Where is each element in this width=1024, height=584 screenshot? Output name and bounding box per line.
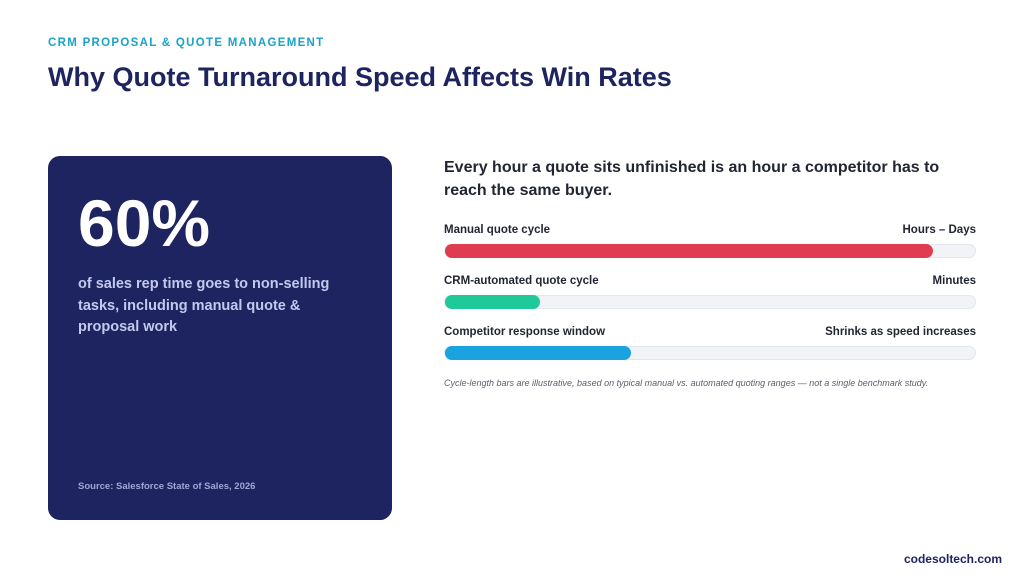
stat-source: Source: Salesforce State of Sales, 2026 xyxy=(78,481,256,492)
bar-label: Manual quote cycle xyxy=(444,224,551,236)
bar-track xyxy=(444,244,976,258)
comparison-headline: Every hour a quote sits unfinished is an… xyxy=(444,159,940,199)
bar-row-manual: Manual quote cycle Hours – Days xyxy=(444,224,976,258)
eyebrow-label: CRM PROPOSAL & QUOTE MANAGEMENT xyxy=(48,37,325,49)
bar-row-automated: CRM-automated quote cycle Minutes xyxy=(444,275,976,309)
footnote: Cycle-length bars are illustrative, base… xyxy=(444,378,929,388)
bar-value-text: Hours – Days xyxy=(902,224,976,236)
bar-track xyxy=(444,295,976,309)
page-title: Why Quote Turnaround Speed Affects Win R… xyxy=(48,62,672,92)
bar-label: Competitor response window xyxy=(444,326,606,338)
bar-value-text: Minutes xyxy=(932,275,976,287)
stat-value: 60% xyxy=(78,186,211,260)
stat-card: 60% of sales rep time goes to non-sellin… xyxy=(48,156,392,520)
comparison-panel: Every hour a quote sits unfinished is an… xyxy=(444,156,976,388)
bar-value-text: Shrinks as speed increases xyxy=(825,326,976,338)
brand-link[interactable]: codesoltech.com xyxy=(903,552,1002,566)
stat-description: of sales rep time goes to non-selling ta… xyxy=(78,276,330,335)
bar-track xyxy=(444,346,976,360)
bar-fill xyxy=(445,295,541,309)
bar-fill xyxy=(445,244,933,258)
bar-fill xyxy=(445,346,631,360)
bar-label: CRM-automated quote cycle xyxy=(444,275,599,287)
bar-row-competitor: Competitor response window Shrinks as sp… xyxy=(444,326,976,360)
